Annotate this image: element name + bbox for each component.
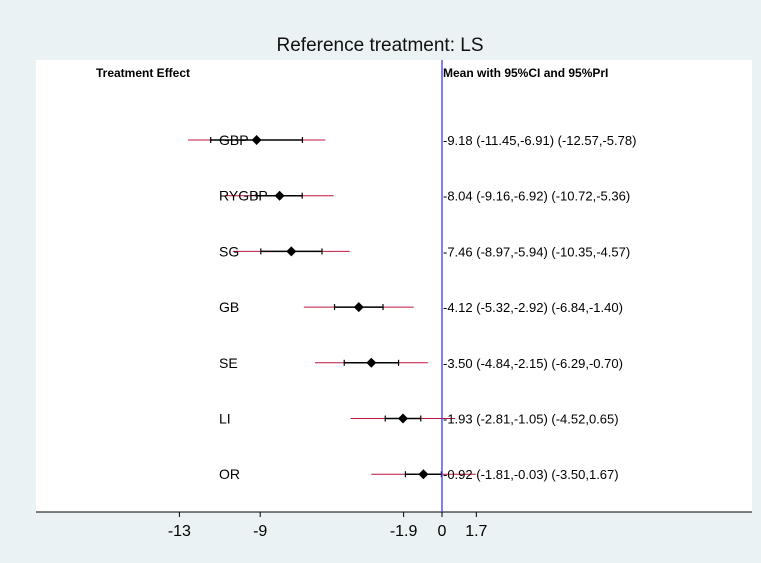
mean-marker — [286, 246, 297, 257]
mean-marker — [251, 135, 262, 145]
x-tick-label: -13 — [168, 523, 191, 540]
row-estimate-text: -4.12 (-5.32,-2.92) (-6.84,-1.40) — [443, 300, 623, 315]
row-estimate-text: -1.93 (-2.81,-1.05) (-4.52,0.65) — [443, 412, 619, 427]
right-header: Mean with 95%CI and 95%PrI — [443, 66, 608, 80]
row-estimate-text: -9.18 (-11.45,-6.91) (-12.57,-5.78) — [443, 133, 636, 148]
row-label: GBP — [219, 132, 249, 148]
row-estimate-text: -3.50 (-4.84,-2.15) (-6.29,-0.70) — [443, 356, 623, 371]
mean-marker — [274, 190, 285, 201]
left-header: Treatment Effect — [96, 66, 190, 80]
plot-area — [36, 60, 752, 512]
mean-marker — [398, 413, 409, 424]
row-estimate-text: -7.46 (-8.97,-5.94) (-10.35,-4.57) — [443, 244, 630, 259]
row-label: RYGBP — [219, 188, 268, 204]
x-tick-label: -1.9 — [390, 523, 418, 540]
chart-title: Reference treatment: LS — [277, 35, 484, 56]
row-estimate-text: -8.04 (-9.16,-6.92) (-10.72,-5.36) — [443, 189, 630, 204]
row-label: GB — [219, 299, 239, 315]
x-tick-label: 0 — [438, 523, 447, 540]
row-estimate-text: -0.92 (-1.81,-0.03) (-3.50,1.67) — [443, 467, 619, 482]
row-label: LI — [219, 411, 231, 427]
x-tick-label: -9 — [253, 523, 267, 540]
mean-marker — [353, 302, 364, 313]
x-tick-label: 1.7 — [465, 523, 487, 540]
row-label: SE — [219, 355, 238, 371]
row-label: OR — [219, 466, 240, 482]
row-label: SG — [219, 243, 239, 259]
mean-marker — [366, 357, 377, 368]
mean-marker — [418, 469, 429, 480]
